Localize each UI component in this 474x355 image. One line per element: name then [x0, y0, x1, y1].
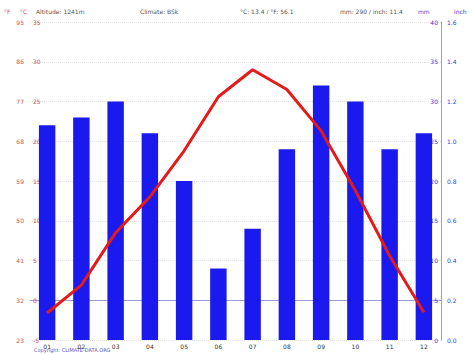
svg-text:°C: 13.4 / °F: 56.1: °C: 13.4 / °F: 56.1 — [240, 8, 294, 15]
svg-text:01: 01 — [43, 343, 51, 350]
svg-text:15: 15 — [430, 217, 438, 225]
svg-text:0.4: 0.4 — [447, 257, 457, 264]
svg-text:20: 20 — [33, 137, 41, 145]
svg-text:-5: -5 — [33, 337, 39, 344]
svg-text:25: 25 — [33, 98, 41, 105]
svg-text:30: 30 — [430, 98, 438, 105]
svg-text:06: 06 — [215, 343, 223, 350]
svg-text:86: 86 — [16, 58, 24, 65]
svg-text:68: 68 — [16, 138, 24, 145]
svg-text:Copyright: CLIMATE-DATA.ORG: Copyright: CLIMATE-DATA.ORG — [34, 346, 111, 353]
svg-text:0.2: 0.2 — [447, 297, 457, 304]
svg-text:95: 95 — [16, 19, 24, 26]
svg-text:25: 25 — [430, 137, 438, 145]
svg-text:12: 12 — [420, 343, 428, 350]
svg-text:1.2: 1.2 — [447, 98, 457, 105]
svg-text:40: 40 — [430, 19, 438, 26]
svg-text:07: 07 — [249, 343, 257, 350]
svg-text:0.8: 0.8 — [447, 178, 457, 185]
svg-text:Climate: BSk: Climate: BSk — [140, 8, 179, 15]
svg-text:35: 35 — [430, 58, 438, 65]
svg-text:0.6: 0.6 — [447, 217, 457, 224]
svg-text:32: 32 — [16, 297, 24, 304]
svg-text:11: 11 — [386, 343, 394, 350]
svg-text:05: 05 — [180, 343, 188, 350]
svg-text:10: 10 — [352, 343, 360, 350]
svg-text:30: 30 — [33, 58, 41, 65]
svg-text:°F: °F — [4, 8, 11, 15]
svg-text:mm: mm — [418, 8, 430, 15]
svg-text:20: 20 — [430, 177, 438, 185]
svg-text:0: 0 — [33, 297, 37, 304]
svg-text:35: 35 — [33, 19, 41, 26]
svg-text:10: 10 — [33, 217, 41, 225]
svg-text:10: 10 — [430, 257, 438, 264]
svg-text:0: 0 — [434, 337, 438, 344]
svg-text:04: 04 — [146, 343, 154, 350]
svg-text:5: 5 — [33, 257, 37, 264]
svg-text:59: 59 — [16, 178, 24, 185]
svg-text:77: 77 — [16, 98, 24, 105]
svg-text:5: 5 — [434, 297, 438, 304]
svg-text:08: 08 — [283, 343, 291, 350]
svg-text:inch: inch — [454, 8, 467, 15]
svg-text:1.6: 1.6 — [447, 19, 457, 26]
svg-text:0.0: 0.0 — [447, 337, 457, 344]
svg-text:mm: 290 / inch: 11.4: mm: 290 / inch: 11.4 — [340, 8, 403, 15]
svg-text:°C: °C — [20, 8, 27, 15]
svg-text:1.4: 1.4 — [447, 58, 457, 65]
svg-text:Altitude: 1241m: Altitude: 1241m — [36, 8, 85, 15]
svg-text:1.0: 1.0 — [447, 138, 457, 145]
svg-text:23: 23 — [16, 337, 24, 344]
svg-text:02: 02 — [78, 343, 86, 350]
svg-text:41: 41 — [16, 257, 24, 264]
svg-text:15: 15 — [33, 177, 41, 185]
svg-text:09: 09 — [317, 343, 325, 350]
svg-text:03: 03 — [112, 343, 120, 350]
svg-text:50: 50 — [16, 217, 24, 224]
